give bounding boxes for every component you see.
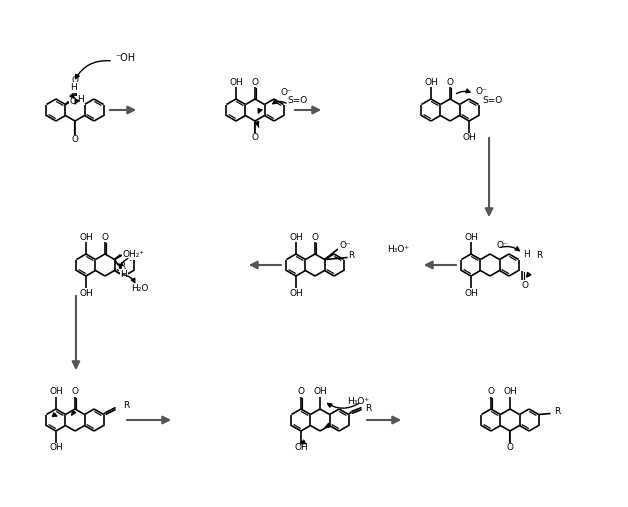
Text: O: O — [487, 387, 494, 396]
Text: OH: OH — [79, 288, 93, 298]
Text: O: O — [251, 133, 259, 142]
Text: R: R — [536, 251, 543, 260]
Text: H₂O: H₂O — [131, 284, 148, 293]
Text: OH: OH — [49, 387, 63, 396]
Text: H: H — [524, 250, 530, 259]
Text: H₃O⁺: H₃O⁺ — [347, 396, 369, 406]
Text: O: O — [298, 387, 305, 396]
Text: S=O: S=O — [482, 96, 503, 105]
Text: OH₂⁺: OH₂⁺ — [122, 250, 144, 259]
Text: O: O — [72, 76, 78, 85]
Text: H: H — [121, 270, 127, 279]
Text: O: O — [72, 135, 78, 144]
Text: ⁻OH: ⁻OH — [115, 53, 135, 63]
Text: O: O — [447, 78, 453, 87]
Text: O: O — [251, 78, 259, 87]
Text: OH: OH — [229, 78, 243, 87]
Text: O⁻: O⁻ — [496, 240, 508, 249]
Text: O⁻: O⁻ — [339, 241, 351, 250]
Text: O: O — [507, 444, 514, 453]
Text: O⁻: O⁻ — [475, 87, 487, 95]
Text: S=O: S=O — [288, 96, 308, 105]
Text: O⁻: O⁻ — [280, 88, 292, 96]
Text: OH: OH — [289, 288, 303, 298]
Text: OH: OH — [462, 133, 476, 142]
Text: OH: OH — [49, 444, 63, 453]
Text: R: R — [349, 251, 355, 260]
Text: H: H — [70, 83, 77, 92]
Text: O: O — [70, 97, 77, 106]
Text: R: R — [124, 401, 130, 410]
Text: O: O — [311, 233, 318, 241]
Text: OH: OH — [464, 233, 478, 241]
Text: O: O — [102, 233, 109, 241]
Text: R: R — [119, 262, 126, 271]
Text: R: R — [365, 404, 372, 413]
Text: O: O — [522, 281, 529, 290]
Text: H₃O⁺: H₃O⁺ — [387, 245, 409, 255]
Text: OH: OH — [294, 444, 308, 453]
Text: R: R — [555, 407, 561, 416]
Text: OH: OH — [424, 78, 438, 87]
Text: OH: OH — [464, 288, 478, 298]
Text: O: O — [72, 387, 78, 396]
Text: H: H — [77, 95, 84, 104]
Text: OH: OH — [79, 233, 93, 241]
Text: OH: OH — [503, 387, 517, 396]
Text: OH: OH — [289, 233, 303, 241]
Text: OH: OH — [313, 387, 327, 396]
